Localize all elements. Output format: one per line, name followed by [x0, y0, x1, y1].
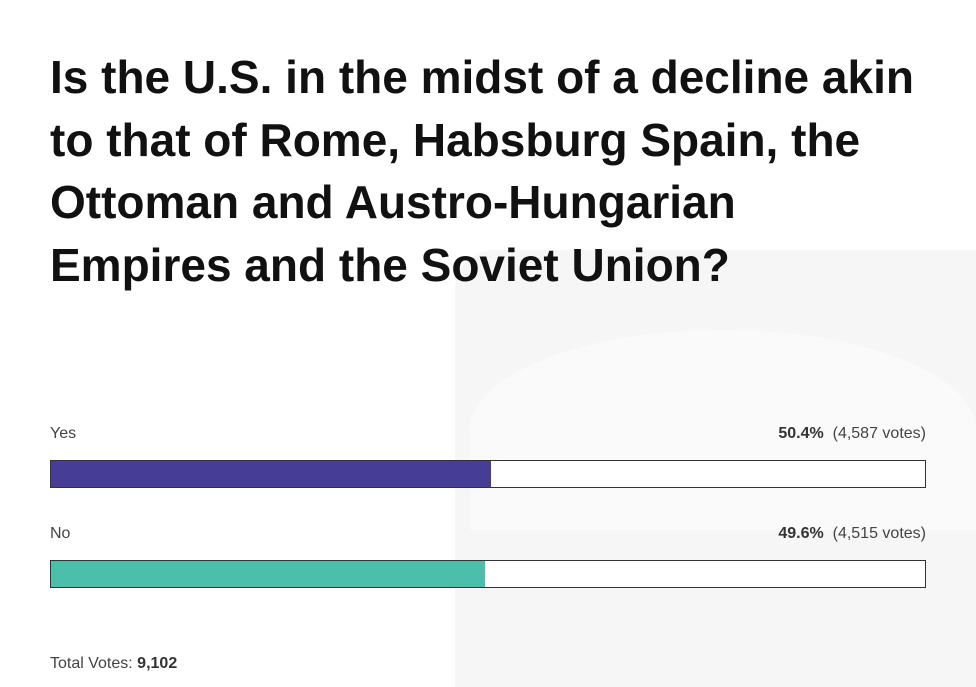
total-label: Total Votes: [50, 655, 133, 672]
option-header: No 49.6% (4,515 votes) [50, 523, 926, 545]
poll-option: Yes 50.4% (4,587 votes) [50, 423, 926, 488]
bar [51, 561, 485, 587]
option-percent: 49.6% [778, 525, 824, 542]
option-header: Yes 50.4% (4,587 votes) [50, 423, 926, 445]
option-result: 50.4% (4,587 votes) [778, 425, 926, 443]
total-value: 9,102 [137, 655, 178, 672]
total-votes: Total Votes: 9,102 [50, 655, 177, 673]
option-percent: 50.4% [778, 425, 824, 442]
background-shape [470, 330, 976, 530]
poll-question: Is the U.S. in the midst of a decline ak… [50, 51, 914, 291]
poll-option: No 49.6% (4,515 votes) [50, 523, 926, 588]
option-label: Yes [50, 425, 77, 442]
bar-track [50, 460, 926, 488]
bar [51, 461, 492, 487]
option-votes: (4,515 votes) [832, 525, 926, 542]
option-result: 49.6% (4,515 votes) [778, 525, 926, 543]
bar-track [50, 560, 926, 588]
option-label: No [50, 525, 71, 542]
option-votes: (4,587 votes) [832, 425, 926, 442]
